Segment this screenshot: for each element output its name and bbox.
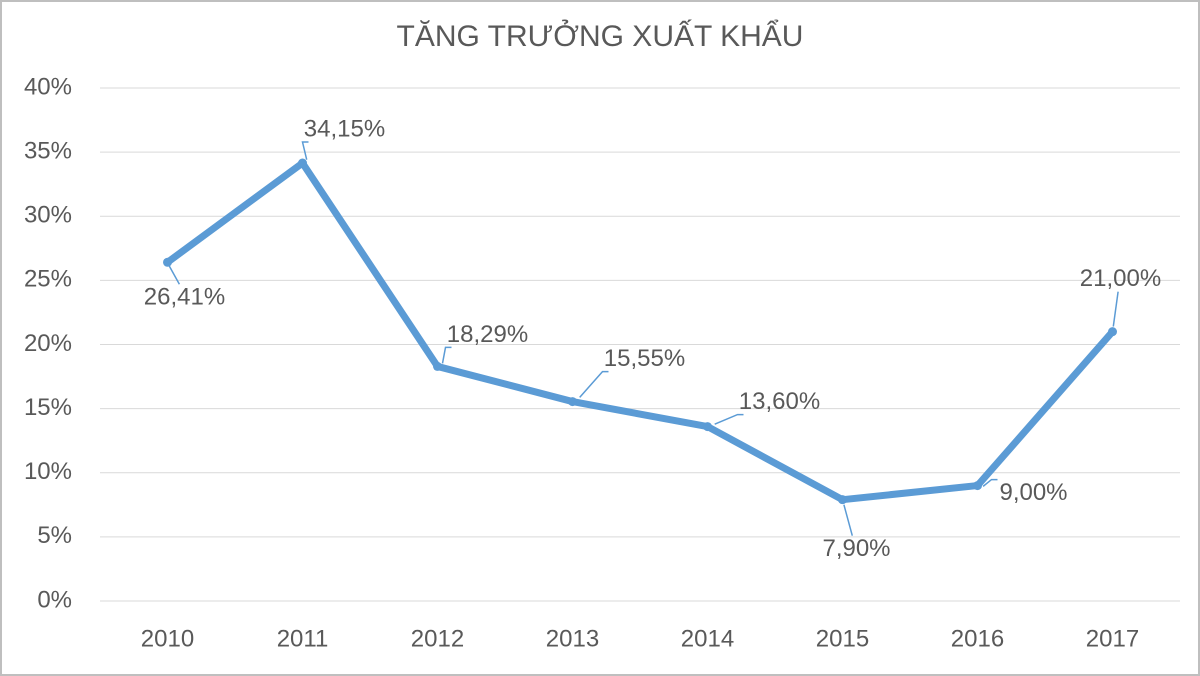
y-tick-label: 10% bbox=[24, 458, 72, 485]
data-label: 13,60% bbox=[739, 388, 820, 415]
leader-line bbox=[714, 413, 744, 425]
x-tick-label: 2014 bbox=[681, 625, 734, 652]
x-tick-label: 2011 bbox=[277, 625, 329, 652]
data-label: 7,90% bbox=[822, 535, 890, 562]
data-point bbox=[1108, 327, 1117, 337]
data-label: 18,29% bbox=[447, 321, 528, 348]
x-tick-label: 2016 bbox=[951, 625, 1004, 652]
y-tick-label: 25% bbox=[24, 266, 72, 293]
data-label: 34,15% bbox=[304, 115, 385, 142]
chart-title: TĂNG TRƯỞNG XUẤT KHẨU bbox=[397, 19, 804, 53]
data-point bbox=[838, 495, 847, 505]
leader-line bbox=[579, 370, 609, 398]
x-tick-label: 2013 bbox=[546, 625, 599, 652]
data-label: 15,55% bbox=[604, 345, 685, 372]
x-tick-label: 2017 bbox=[1086, 625, 1139, 652]
x-tick-label: 2015 bbox=[816, 625, 869, 652]
data-label: 9,00% bbox=[999, 479, 1067, 506]
data-point bbox=[973, 481, 982, 491]
data-line bbox=[165, 159, 1116, 504]
leader-line bbox=[843, 504, 854, 536]
data-point bbox=[163, 257, 172, 267]
y-tick-label: 40% bbox=[24, 73, 72, 100]
data-label: 26,41% bbox=[144, 284, 225, 311]
leader-line bbox=[1112, 291, 1119, 327]
x-tick-label: 2010 bbox=[141, 625, 194, 652]
leader-line bbox=[441, 346, 452, 364]
y-tick-label: 35% bbox=[24, 137, 72, 164]
data-point bbox=[703, 422, 712, 432]
data-point bbox=[433, 361, 442, 371]
x-tick-label: 2012 bbox=[411, 625, 464, 652]
y-tick-label: 20% bbox=[24, 330, 72, 357]
data-point bbox=[568, 397, 577, 407]
y-tick-label: 15% bbox=[24, 394, 72, 421]
leader-line bbox=[168, 265, 181, 285]
y-tick-label: 30% bbox=[24, 202, 72, 229]
leader-line bbox=[301, 141, 309, 160]
y-tick-label: 0% bbox=[37, 586, 72, 613]
leader-line bbox=[982, 478, 998, 487]
data-label: 21,00% bbox=[1080, 265, 1161, 292]
data-point bbox=[298, 158, 307, 168]
y-tick-label: 5% bbox=[37, 522, 72, 549]
